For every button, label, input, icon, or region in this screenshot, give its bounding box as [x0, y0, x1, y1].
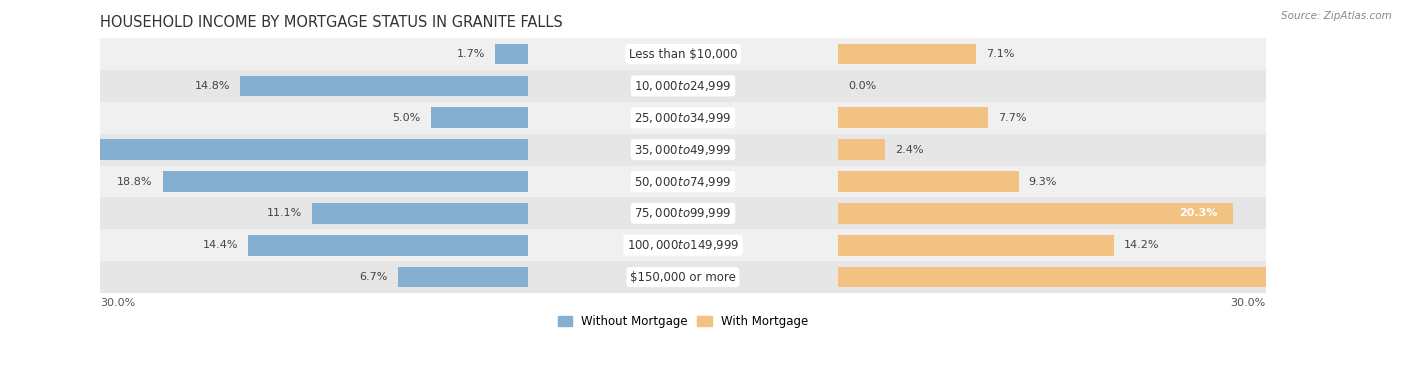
Text: 14.4%: 14.4% — [202, 240, 238, 250]
Text: 14.2%: 14.2% — [1123, 240, 1160, 250]
Bar — [838, 203, 1233, 224]
Text: 0.0%: 0.0% — [848, 81, 876, 91]
Bar — [838, 235, 1114, 256]
Bar — [430, 107, 527, 128]
Text: $75,000 to $99,999: $75,000 to $99,999 — [634, 206, 731, 221]
Bar — [100, 261, 1265, 293]
Bar — [838, 139, 884, 160]
Bar — [0, 139, 527, 160]
Bar — [100, 198, 1265, 229]
Text: 30.0%: 30.0% — [1230, 298, 1265, 308]
Text: Source: ZipAtlas.com: Source: ZipAtlas.com — [1281, 11, 1392, 21]
Bar — [100, 70, 1265, 102]
Bar — [838, 171, 1019, 192]
Text: HOUSEHOLD INCOME BY MORTGAGE STATUS IN GRANITE FALLS: HOUSEHOLD INCOME BY MORTGAGE STATUS IN G… — [100, 15, 564, 30]
Text: 6.7%: 6.7% — [360, 272, 388, 282]
Bar — [100, 134, 1265, 166]
Bar — [100, 229, 1265, 261]
Bar — [398, 267, 527, 287]
Bar — [100, 38, 1265, 70]
Bar — [495, 44, 527, 64]
Bar — [100, 102, 1265, 134]
Text: 11.1%: 11.1% — [267, 208, 302, 218]
Text: $150,000 or more: $150,000 or more — [630, 271, 735, 284]
Text: 14.8%: 14.8% — [195, 81, 231, 91]
Text: $50,000 to $74,999: $50,000 to $74,999 — [634, 175, 731, 188]
Text: 2.4%: 2.4% — [894, 145, 924, 155]
Text: 20.3%: 20.3% — [1178, 208, 1218, 218]
Text: 7.1%: 7.1% — [986, 49, 1014, 59]
Bar — [163, 171, 527, 192]
Text: $25,000 to $34,999: $25,000 to $34,999 — [634, 111, 731, 125]
Text: $10,000 to $24,999: $10,000 to $24,999 — [634, 79, 731, 93]
Bar — [838, 267, 1406, 287]
Text: $100,000 to $149,999: $100,000 to $149,999 — [627, 238, 740, 252]
Text: 9.3%: 9.3% — [1029, 176, 1057, 187]
Text: 18.8%: 18.8% — [117, 176, 153, 187]
Text: 5.0%: 5.0% — [392, 113, 420, 123]
Bar — [838, 107, 988, 128]
Text: 30.0%: 30.0% — [100, 298, 135, 308]
Text: $35,000 to $49,999: $35,000 to $49,999 — [634, 143, 731, 156]
Bar — [240, 75, 527, 96]
Text: 27.5%: 27.5% — [8, 145, 48, 155]
Text: Less than $10,000: Less than $10,000 — [628, 48, 737, 61]
Legend: Without Mortgage, With Mortgage: Without Mortgage, With Mortgage — [553, 311, 813, 333]
Bar — [312, 203, 527, 224]
Bar — [838, 44, 976, 64]
Text: 1.7%: 1.7% — [457, 49, 485, 59]
Text: 29.7%: 29.7% — [1361, 272, 1400, 282]
Bar — [100, 166, 1265, 198]
Text: 7.7%: 7.7% — [998, 113, 1026, 123]
Bar — [247, 235, 527, 256]
